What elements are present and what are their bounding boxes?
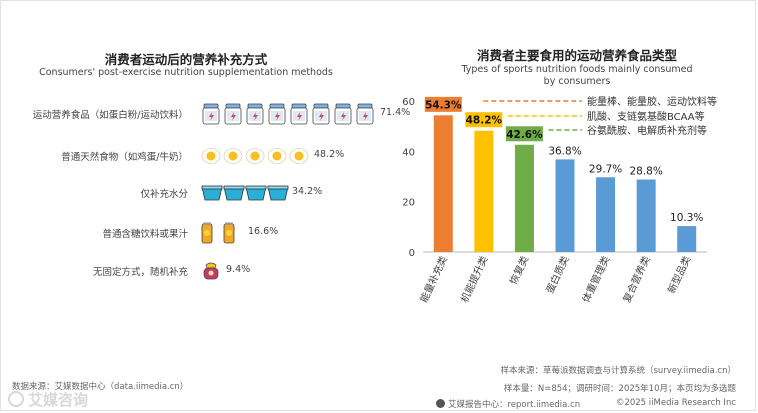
bar <box>514 144 534 252</box>
value-label: 36.8% <box>548 145 581 157</box>
category-label: 能量补充类 <box>417 254 450 305</box>
egg-icon <box>245 147 265 169</box>
value-label: 29.7% <box>589 163 622 175</box>
protein-tub-icon <box>289 103 309 129</box>
protein-tub-icon <box>355 103 375 129</box>
egg-icon <box>267 147 287 169</box>
value-label: 28.8% <box>629 166 662 178</box>
egg-icon <box>223 147 243 169</box>
data-source: 数据来源：艾媒数据中心（data.iimedia.cn） <box>12 382 189 392</box>
category-label: 复合营养类 <box>620 254 653 305</box>
report-center[interactable]: 艾媒报告中心：report.iimedia.cn <box>436 398 580 410</box>
category-label: 恢复类 <box>507 254 531 287</box>
protein-tub-icon <box>311 103 331 129</box>
left-chart-title: 消费者运动后的营养补充方式 <box>104 52 268 67</box>
value-label: 54.3% <box>425 99 462 111</box>
protein-tub-icon <box>223 103 243 129</box>
report-logo-icon <box>436 399 445 408</box>
watermark-logo-icon <box>8 391 24 407</box>
row-label: 运动营养食品（如蛋白粉/运动饮料） <box>32 110 188 121</box>
bar <box>555 159 575 252</box>
y-tick-label: 20 <box>402 198 415 209</box>
protein-tub-icon <box>201 103 221 129</box>
bar <box>677 226 697 252</box>
bar <box>433 115 453 252</box>
protein-tub-icon <box>267 103 287 129</box>
bar <box>636 179 656 252</box>
bar <box>474 130 494 252</box>
value-label-box <box>423 95 463 113</box>
category-label: 机能提升类 <box>458 254 491 305</box>
right-subtitle-line2: by consumers <box>543 76 611 87</box>
sample-size: 样本量：N=854；调研时间：2025年10月；本页均为多选题 <box>503 384 736 394</box>
row-value: 16.6% <box>248 226 279 237</box>
protein-tub-icon <box>333 103 353 129</box>
report-center-text: 艾媒报告中心：report.iimedia.cn <box>448 400 581 410</box>
watermark-text: 艾媒咨询 <box>28 391 89 409</box>
row-value: 34.2% <box>292 186 323 197</box>
y-tick-label: 60 <box>402 97 415 108</box>
water-cup-icon <box>267 185 289 205</box>
category-label: 新型品类 <box>665 254 694 296</box>
category-label: 体重管理类 <box>579 254 612 305</box>
left-chart-subtitle: Consumers' post-exercise nutrition suppl… <box>39 67 333 78</box>
value-label: 42.6% <box>506 129 543 141</box>
right-chart-title: 消费者主要食用的运动营养食品类型 <box>476 48 677 63</box>
category-label: 蛋白质类 <box>543 254 572 296</box>
row-value: 9.4% <box>226 264 251 275</box>
egg-icon <box>289 147 309 169</box>
value-label: 10.3% <box>670 212 703 224</box>
copyright: ©2025 iiMedia Research Inc <box>615 398 736 408</box>
bar <box>596 177 616 252</box>
row-label: 仅补充水分 <box>140 189 188 200</box>
protein-tub-icon <box>245 103 265 129</box>
water-cup-icon <box>201 185 223 205</box>
row-label: 普通天然食物（如鸡蛋/牛奶） <box>61 152 188 163</box>
value-label-box <box>464 111 504 129</box>
juice-can-icon <box>223 222 235 248</box>
y-tick-label: 40 <box>402 147 415 158</box>
y-tick-label: 0 <box>409 248 415 259</box>
sample-source: 样本来源：草莓派数据调查与计算系统（survey.iimedia.cn） <box>500 366 736 376</box>
water-cup-icon <box>223 185 245 205</box>
annotation-text: 能量棒、能量胶、运动饮料等 <box>587 95 717 108</box>
snack-pot-icon <box>201 261 221 285</box>
annotation-text: 谷氨酰胺、电解质补充剂等 <box>587 124 707 137</box>
juice-can-icon <box>201 222 213 248</box>
watermark: 艾媒咨询 <box>8 389 88 410</box>
value-label: 48.2% <box>466 115 503 127</box>
value-label-box <box>504 125 544 143</box>
right-chart-subtitle: Types of sports nutrition foods mainly c… <box>405 64 749 88</box>
row-label: 普通含糖饮料或果汁 <box>102 229 188 240</box>
right-subtitle-line1: Types of sports nutrition foods mainly c… <box>461 64 693 75</box>
row-value: 71.4% <box>380 107 411 118</box>
egg-icon <box>201 147 221 169</box>
water-cup-icon <box>245 185 267 205</box>
annotation-text: 肌酸、支链氨基酸BCAA等 <box>587 110 705 123</box>
row-value: 48.2% <box>314 149 345 160</box>
row-label: 无固定方式，随机补充 <box>92 267 188 278</box>
